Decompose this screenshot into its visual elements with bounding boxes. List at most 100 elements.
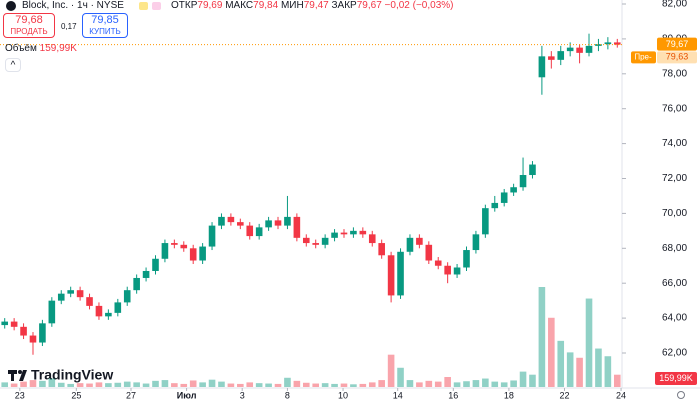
candle-body — [557, 51, 565, 60]
candle-body — [566, 47, 574, 52]
volume-last-box — [655, 372, 697, 385]
candle-body — [246, 225, 254, 237]
y-tick-label: 76,00 — [662, 103, 687, 114]
candle-body — [29, 335, 37, 343]
volume-bar — [20, 381, 27, 387]
volume-bar — [482, 378, 489, 387]
y-tick-label: 62,00 — [662, 348, 687, 359]
volume-bar — [284, 377, 291, 387]
volume-bar — [208, 379, 216, 387]
volume-bar — [500, 382, 508, 387]
logo-icon — [8, 370, 27, 381]
last-price-box — [657, 37, 697, 51]
candle-body — [491, 202, 499, 209]
candle-body — [604, 42, 612, 45]
candle-body — [453, 267, 461, 275]
volume-bar — [331, 383, 338, 387]
sell-button[interactable]: 79,68 ПРОДАТЬ — [3, 13, 55, 38]
collapse-button[interactable]: ^ — [5, 58, 21, 72]
candle-body — [434, 260, 442, 266]
candle-body — [331, 232, 338, 238]
volume-bar — [340, 383, 348, 387]
candle-body — [463, 250, 470, 268]
spread: 0,17 — [61, 22, 77, 31]
candle-body — [67, 290, 74, 294]
volume-bar — [595, 348, 602, 387]
candle-body — [472, 234, 480, 251]
candle-body — [152, 258, 159, 271]
x-tick-label: 25 — [71, 390, 81, 400]
candle-body — [613, 42, 621, 45]
candle-body — [425, 244, 433, 261]
x-tick-label: 23 — [15, 390, 25, 400]
premarket-box — [657, 51, 697, 64]
volume-bar — [114, 382, 122, 387]
candle-body — [227, 216, 235, 223]
volume-bar — [227, 383, 235, 387]
buy-button[interactable]: 79,85 КУПИТЬ — [82, 13, 128, 38]
volume-bar — [302, 382, 310, 387]
candle-body — [321, 237, 329, 245]
candle-body — [39, 323, 46, 343]
x-tick-label: 27 — [126, 390, 136, 400]
volume-bar — [86, 383, 93, 387]
y-tick-label: 70,00 — [662, 208, 687, 219]
candle-body — [416, 237, 423, 245]
x-tick-label: 10 — [338, 390, 348, 400]
candle-body — [57, 293, 65, 301]
flag-icon — [139, 2, 148, 10]
x-tick-label: 24 — [616, 390, 626, 400]
x-tick-label: 16 — [448, 390, 458, 400]
y-tick-label: 64,00 — [662, 313, 687, 324]
candle-body — [105, 312, 112, 317]
volume-bar — [161, 380, 169, 387]
change: −0,02 (−0,03%) — [384, 0, 454, 11]
volume-bar — [548, 317, 555, 387]
premarket-name-box — [631, 51, 656, 64]
high-label: МАКС — [225, 0, 254, 11]
premarket-label: 79,63 — [666, 52, 689, 62]
volume-bar — [123, 381, 131, 387]
symbol-icon — [6, 1, 16, 11]
y-tick-label: 78,00 — [662, 68, 687, 79]
volume-bar — [180, 383, 188, 387]
x-tick-label: 14 — [393, 390, 403, 400]
candle-body — [378, 243, 385, 256]
candle-body — [585, 45, 593, 53]
logo-text: TradingView — [31, 367, 113, 383]
symbol[interactable]: Block, Inc. · 1ч · NYSE — [22, 0, 124, 11]
volume-bar — [406, 380, 414, 387]
volume-legend: Объём 159,99K — [5, 43, 77, 54]
candle-body — [500, 192, 508, 203]
buy-label: КУПИТЬ — [89, 27, 121, 36]
volume-bar — [189, 380, 197, 387]
volume-bar — [491, 381, 499, 387]
settings-icon[interactable] — [677, 391, 685, 399]
candle-body — [142, 270, 150, 278]
candle-body — [1, 321, 9, 326]
candle-body — [180, 244, 188, 249]
volume-bar — [142, 383, 150, 387]
candle-body — [576, 47, 583, 53]
sell-price: 79,68 — [15, 14, 43, 26]
x-tick-label: Июл — [177, 390, 197, 400]
volume-bar — [29, 380, 37, 387]
candle-body — [529, 164, 536, 176]
y-tick-label: 74,00 — [662, 138, 687, 149]
low-value: 79,47 — [303, 0, 329, 11]
volume-bar — [57, 382, 65, 387]
volume-bar — [321, 383, 329, 387]
buy-price: 79,85 — [91, 14, 119, 26]
volume-bar — [312, 383, 320, 387]
volume-bar — [1, 382, 9, 387]
candle-body — [548, 56, 555, 60]
candle-body — [208, 225, 216, 247]
close-label: ЗАКР — [331, 0, 357, 11]
sell-label: ПРОДАТЬ — [10, 27, 48, 36]
candle-body — [387, 255, 395, 296]
candle-body — [86, 297, 93, 306]
volume-bar — [368, 382, 376, 387]
volume-value: 159,99K — [39, 43, 77, 54]
volume-label: Объём — [5, 43, 37, 54]
